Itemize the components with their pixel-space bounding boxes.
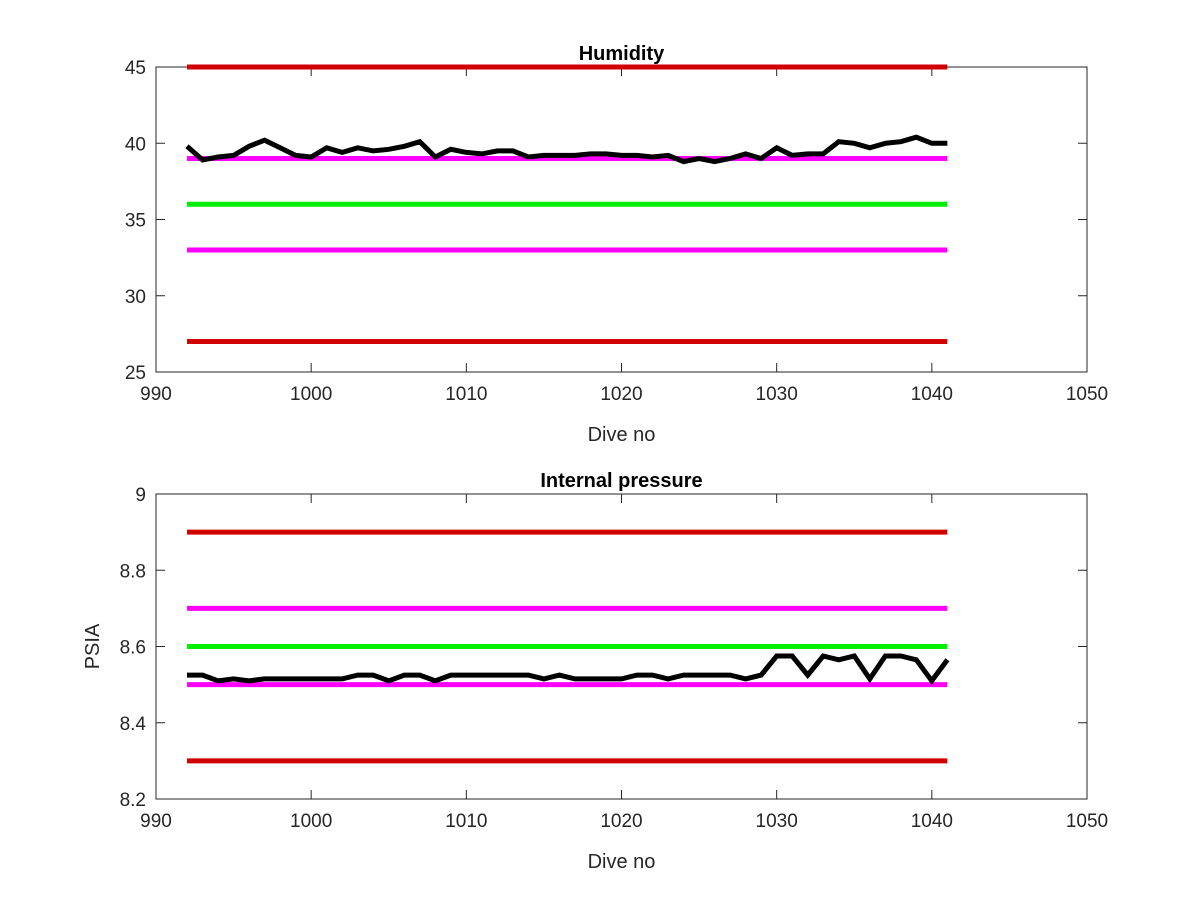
axes-frame xyxy=(155,66,1088,373)
x-tick-label: 1000 xyxy=(290,384,332,405)
x-axis-label: Dive no xyxy=(588,424,656,446)
x-tick-label: 1040 xyxy=(911,811,953,832)
y-tick-label: 9 xyxy=(135,485,146,506)
x-tick-label: 1000 xyxy=(290,811,332,832)
y-tick-label: 8.6 xyxy=(120,638,146,659)
x-axis-label: Dive no xyxy=(588,851,656,873)
data-series-line xyxy=(185,134,948,165)
y-tick-label: 40 xyxy=(125,134,146,155)
y-tick-label: 8.2 xyxy=(120,790,146,811)
x-tick-label: 990 xyxy=(140,811,172,832)
x-tick-label: 1010 xyxy=(445,811,487,832)
x-tick-label: 1030 xyxy=(756,811,798,832)
x-tick-label: 1020 xyxy=(600,811,642,832)
chart-title: Humidity xyxy=(579,43,665,65)
y-tick-label: 25 xyxy=(125,363,146,384)
x-tick-label: 1050 xyxy=(1066,384,1108,405)
data-series-line xyxy=(187,653,950,686)
chart-title: Internal pressure xyxy=(540,470,702,492)
internal-pressure-plot: 990 1000 1010 1020 1030 1040 1050 8.2 8.4 8.6 8.8 9… xyxy=(82,470,1108,873)
x-tick-label: 1020 xyxy=(600,384,642,405)
y-tick-label: 8.8 xyxy=(120,561,146,582)
y-tick-label: 45 xyxy=(125,58,146,79)
humidity-plot: 990 1000 1010 1020 1030 1040 1050 25 30 35 40 45 Hum… xyxy=(125,43,1108,446)
y-tick-label: 35 xyxy=(125,211,146,232)
x-tick-label: 990 xyxy=(140,384,172,405)
x-tick-label: 1040 xyxy=(911,384,953,405)
x-tick-label: 1010 xyxy=(445,384,487,405)
y-tick-label: 30 xyxy=(125,287,146,308)
y-axis-label: PSIA xyxy=(82,623,104,669)
x-tick-label: 1050 xyxy=(1066,811,1108,832)
y-tick-label: 8.4 xyxy=(120,714,147,735)
x-tick-label: 1030 xyxy=(756,384,798,405)
